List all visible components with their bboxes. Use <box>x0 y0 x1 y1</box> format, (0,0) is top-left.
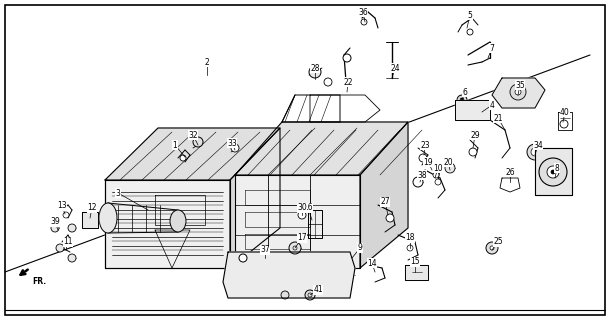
Text: 19: 19 <box>423 157 433 166</box>
Circle shape <box>281 291 289 299</box>
Text: 9: 9 <box>357 244 362 252</box>
Circle shape <box>467 29 473 35</box>
Circle shape <box>469 148 477 156</box>
Text: 24: 24 <box>390 63 400 73</box>
Text: 39: 39 <box>50 218 60 227</box>
Polygon shape <box>308 210 322 238</box>
Text: 16: 16 <box>303 204 313 212</box>
Text: 26: 26 <box>505 167 515 177</box>
Circle shape <box>457 95 467 105</box>
Circle shape <box>486 242 498 254</box>
Circle shape <box>63 212 69 218</box>
Circle shape <box>293 246 297 250</box>
Circle shape <box>309 66 321 78</box>
Polygon shape <box>105 128 280 180</box>
Text: FR.: FR. <box>32 277 46 286</box>
Circle shape <box>547 166 559 178</box>
Circle shape <box>343 54 351 62</box>
Ellipse shape <box>99 203 117 233</box>
Circle shape <box>490 246 494 250</box>
Text: 5: 5 <box>467 11 472 20</box>
Circle shape <box>433 172 439 178</box>
Text: 18: 18 <box>405 234 415 243</box>
Circle shape <box>68 254 76 262</box>
Circle shape <box>539 158 567 186</box>
Circle shape <box>68 224 76 232</box>
Text: 15: 15 <box>410 258 420 267</box>
Text: 3: 3 <box>115 188 120 197</box>
Circle shape <box>510 84 526 100</box>
Circle shape <box>407 245 413 251</box>
Text: 40: 40 <box>560 108 570 116</box>
Polygon shape <box>455 100 490 120</box>
Circle shape <box>531 148 539 156</box>
Circle shape <box>298 211 306 219</box>
Circle shape <box>386 214 394 222</box>
Circle shape <box>289 242 301 254</box>
Text: 23: 23 <box>420 140 430 149</box>
Polygon shape <box>535 148 572 195</box>
Polygon shape <box>235 122 408 175</box>
Text: 27: 27 <box>380 197 390 206</box>
Polygon shape <box>105 180 230 268</box>
Text: 41: 41 <box>313 285 323 294</box>
Text: 29: 29 <box>470 131 480 140</box>
Circle shape <box>231 144 239 152</box>
Text: 37: 37 <box>260 245 270 254</box>
Text: 22: 22 <box>343 77 353 86</box>
Circle shape <box>460 98 464 102</box>
Text: 10: 10 <box>433 164 443 172</box>
Circle shape <box>515 89 521 95</box>
Circle shape <box>305 290 315 300</box>
Text: 11: 11 <box>63 237 73 246</box>
Polygon shape <box>155 230 190 268</box>
Circle shape <box>419 154 427 162</box>
Text: 25: 25 <box>493 237 503 246</box>
Text: 4: 4 <box>490 100 495 109</box>
Polygon shape <box>223 252 355 298</box>
Text: 21: 21 <box>493 114 503 123</box>
Polygon shape <box>360 122 408 268</box>
Ellipse shape <box>170 210 186 232</box>
Text: 35: 35 <box>515 81 525 90</box>
Circle shape <box>239 254 247 262</box>
Circle shape <box>560 120 568 128</box>
Text: 8: 8 <box>554 164 559 172</box>
Text: 34: 34 <box>533 140 543 149</box>
Circle shape <box>56 244 64 252</box>
Text: 12: 12 <box>87 204 97 212</box>
Polygon shape <box>492 78 545 108</box>
Circle shape <box>445 163 455 173</box>
Text: 7: 7 <box>490 44 495 52</box>
Circle shape <box>308 293 312 297</box>
Circle shape <box>324 78 332 86</box>
Polygon shape <box>230 128 280 268</box>
Circle shape <box>361 19 367 25</box>
Text: 28: 28 <box>310 63 320 73</box>
Circle shape <box>193 137 203 147</box>
Text: 33: 33 <box>227 139 237 148</box>
Circle shape <box>180 155 186 161</box>
Polygon shape <box>108 203 178 233</box>
Text: 17: 17 <box>297 234 307 243</box>
Circle shape <box>51 224 59 232</box>
Text: 6: 6 <box>462 87 467 97</box>
Polygon shape <box>82 212 98 228</box>
Circle shape <box>413 177 423 187</box>
Text: 38: 38 <box>417 171 427 180</box>
Polygon shape <box>235 175 360 268</box>
Text: 2: 2 <box>204 58 209 67</box>
Polygon shape <box>405 265 428 280</box>
Text: 20: 20 <box>443 157 453 166</box>
Text: 36: 36 <box>358 7 368 17</box>
Text: 14: 14 <box>367 259 377 268</box>
Text: 32: 32 <box>188 131 198 140</box>
Text: 13: 13 <box>57 202 67 211</box>
Circle shape <box>435 179 441 185</box>
Text: 1: 1 <box>173 140 178 149</box>
Text: 30: 30 <box>297 204 307 212</box>
Circle shape <box>527 144 543 160</box>
Circle shape <box>551 170 555 174</box>
